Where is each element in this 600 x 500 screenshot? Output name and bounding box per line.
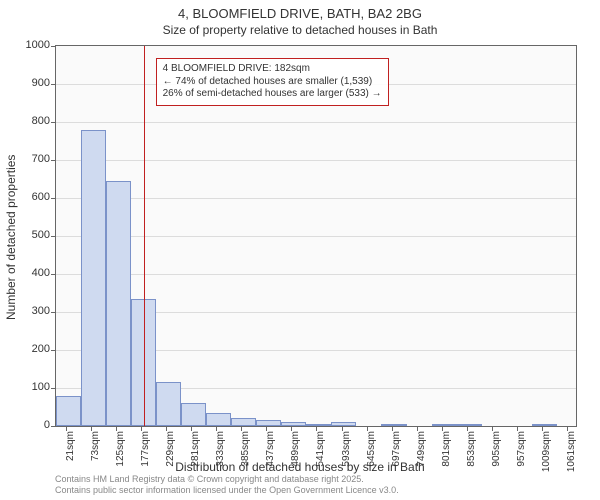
y-tick-mark [51, 160, 56, 161]
y-tick-label: 300 [10, 305, 50, 317]
histogram-bar [206, 413, 231, 426]
histogram-bar [106, 181, 131, 426]
annotation-line: ← 74% of detached houses are smaller (1,… [163, 76, 382, 89]
y-tick-label: 800 [10, 115, 50, 127]
chart-container: 4, BLOOMFIELD DRIVE, BATH, BA2 2BG Size … [0, 0, 600, 500]
y-tick-mark [51, 198, 56, 199]
histogram-bar [381, 424, 406, 426]
gridline [56, 198, 576, 199]
y-tick-mark [51, 388, 56, 389]
y-tick-label: 0 [10, 419, 50, 431]
histogram-bar [231, 418, 256, 426]
y-tick-mark [51, 46, 56, 47]
y-tick-mark [51, 312, 56, 313]
plot-area: 4 BLOOMFIELD DRIVE: 182sqm← 74% of detac… [55, 45, 577, 427]
y-tick-label: 500 [10, 229, 50, 241]
y-tick-label: 200 [10, 343, 50, 355]
histogram-bar [281, 422, 306, 426]
histogram-bar [81, 130, 106, 426]
y-tick-label: 400 [10, 267, 50, 279]
y-tick-label: 600 [10, 191, 50, 203]
histogram-bar [306, 424, 331, 426]
y-tick-mark [51, 426, 56, 427]
y-tick-label: 700 [10, 153, 50, 165]
footer-attribution: Contains HM Land Registry data © Crown c… [55, 474, 399, 496]
property-marker-line [144, 46, 145, 426]
gridline [56, 122, 576, 123]
histogram-bar [532, 424, 557, 426]
gridline [56, 274, 576, 275]
y-tick-mark [51, 84, 56, 85]
histogram-bar [331, 422, 356, 426]
gridline [56, 236, 576, 237]
histogram-bar [156, 382, 181, 426]
chart-title: 4, BLOOMFIELD DRIVE, BATH, BA2 2BG [0, 6, 600, 21]
footer-line-2: Contains public sector information licen… [55, 485, 399, 496]
annotation-line: 26% of semi-detached houses are larger (… [163, 88, 382, 101]
annotation-box: 4 BLOOMFIELD DRIVE: 182sqm← 74% of detac… [156, 58, 389, 106]
histogram-bar [56, 396, 81, 426]
y-tick-mark [51, 350, 56, 351]
y-tick-mark [51, 122, 56, 123]
chart-subtitle: Size of property relative to detached ho… [0, 23, 600, 37]
histogram-bar [432, 424, 457, 426]
y-tick-label: 100 [10, 381, 50, 393]
y-tick-mark [51, 274, 56, 275]
x-axis-label: Distribution of detached houses by size … [0, 460, 600, 474]
y-tick-mark [51, 236, 56, 237]
histogram-bar [256, 420, 281, 426]
footer-line-1: Contains HM Land Registry data © Crown c… [55, 474, 399, 485]
gridline [56, 160, 576, 161]
histogram-bar [457, 424, 482, 426]
y-tick-label: 1000 [10, 39, 50, 51]
histogram-bar [181, 403, 206, 426]
annotation-line: 4 BLOOMFIELD DRIVE: 182sqm [163, 63, 382, 76]
y-tick-label: 900 [10, 77, 50, 89]
